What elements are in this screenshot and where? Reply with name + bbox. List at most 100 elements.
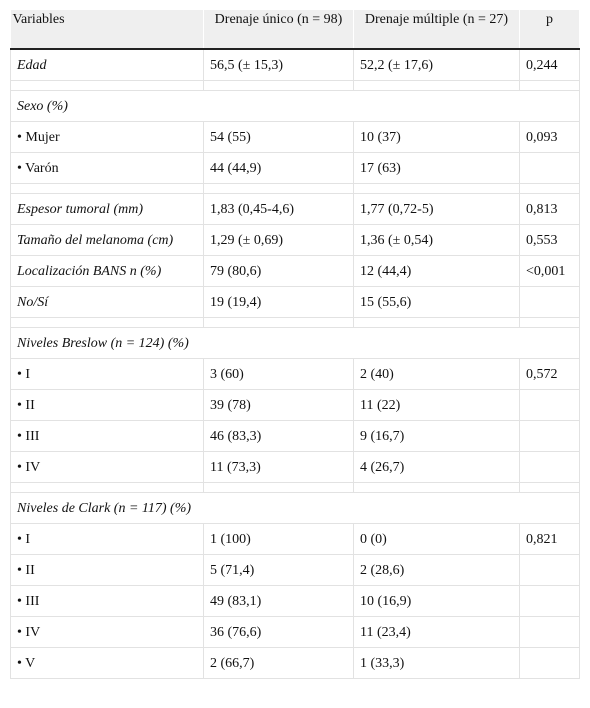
- value-cell: 0,821: [519, 523, 580, 555]
- spacer-cell: [10, 183, 204, 194]
- value-cell: 1,29 (± 0,69): [203, 224, 354, 256]
- row-label: • V: [10, 647, 204, 679]
- spacer-cell: [203, 80, 354, 91]
- table-row: • III 46 (83,3) 9 (16,7): [10, 420, 580, 452]
- empty-cell: [519, 420, 580, 452]
- empty-cell: [519, 647, 580, 679]
- value-cell: 10 (37): [353, 121, 520, 153]
- value-cell: <0,001: [519, 255, 580, 287]
- row-label: Tamaño del melanoma (cm): [10, 224, 204, 256]
- spacer-cell: [203, 482, 354, 493]
- table-row: Niveles de Clark (n = 117) (%): [10, 492, 580, 524]
- spacer-cell: [519, 317, 580, 328]
- value-cell: 2 (66,7): [203, 647, 354, 679]
- value-cell: 15 (55,6): [353, 286, 520, 318]
- value-cell: 1 (100): [203, 523, 354, 555]
- value-cell: 11 (22): [353, 389, 520, 421]
- value-cell: 0,093: [519, 121, 580, 153]
- header-cell: p: [519, 10, 580, 50]
- row-label: • IV: [10, 451, 204, 483]
- value-cell: 10 (16,9): [353, 585, 520, 617]
- spacer-cell: [203, 317, 354, 328]
- value-cell: 9 (16,7): [353, 420, 520, 452]
- row-label: • III: [10, 585, 204, 617]
- row-label: • II: [10, 389, 204, 421]
- spacer-cell: [353, 482, 520, 493]
- value-cell: 1,36 (± 0,54): [353, 224, 520, 256]
- table-row: • Varón 44 (44,9) 17 (63): [10, 152, 580, 184]
- spacer-cell: [519, 80, 580, 91]
- value-cell: 0,572: [519, 358, 580, 390]
- header-cell: Drenaje múltiple (n = 27): [353, 10, 520, 50]
- value-cell: 1 (33,3): [353, 647, 520, 679]
- table-row: • II 39 (78) 11 (22): [10, 389, 580, 421]
- section-heading: Niveles Breslow (n = 124) (%): [10, 327, 580, 359]
- value-cell: 54 (55): [203, 121, 354, 153]
- table-row: • IV 36 (76,6) 11 (23,4): [10, 616, 580, 648]
- value-cell: 5 (71,4): [203, 554, 354, 586]
- value-cell: 17 (63): [353, 152, 520, 184]
- value-cell: 79 (80,6): [203, 255, 354, 287]
- spacer-cell: [10, 482, 204, 493]
- row-label: No/Sí: [10, 286, 204, 318]
- value-cell: 4 (26,7): [353, 451, 520, 483]
- table-row: • II 5 (71,4) 2 (28,6): [10, 554, 580, 586]
- spacer-row: [10, 317, 580, 328]
- table-row: Edad 56,5 (± 15,3) 52,2 (± 17,6) 0,244: [10, 48, 580, 81]
- header-cell: Variables: [10, 10, 204, 50]
- header-row: Variables Drenaje único (n = 98) Drenaje m…: [10, 10, 580, 50]
- row-label: • Mujer: [10, 121, 204, 153]
- table-row: Espesor tumoral (mm) 1,83 (0,45-4,6) 1,77 …: [10, 193, 580, 225]
- value-cell: 52,2 (± 17,6): [353, 48, 520, 81]
- value-cell: 0,553: [519, 224, 580, 256]
- value-cell: 11 (73,3): [203, 451, 354, 483]
- empty-cell: [519, 286, 580, 318]
- table-row: Sexo (%): [10, 90, 580, 122]
- table-row: No/Sí 19 (19,4) 15 (55,6): [10, 286, 580, 318]
- row-label: • I: [10, 523, 204, 555]
- spacer-cell: [353, 183, 520, 194]
- table-row: Tamaño del melanoma (cm) 1,29 (± 0,69) 1,3…: [10, 224, 580, 256]
- spacer-cell: [203, 183, 354, 194]
- empty-cell: [519, 554, 580, 586]
- spacer-row: [10, 80, 580, 91]
- section-heading: Sexo (%): [10, 90, 580, 122]
- value-cell: 46 (83,3): [203, 420, 354, 452]
- row-label: Localización BANS n (%): [10, 255, 204, 287]
- row-label: • Varón: [10, 152, 204, 184]
- spacer-cell: [10, 317, 204, 328]
- table-row: • IV 11 (73,3) 4 (26,7): [10, 451, 580, 483]
- row-label: Edad: [10, 48, 204, 81]
- value-cell: 3 (60): [203, 358, 354, 390]
- value-cell: 12 (44,4): [353, 255, 520, 287]
- table-row: Niveles Breslow (n = 124) (%): [10, 327, 580, 359]
- empty-cell: [519, 152, 580, 184]
- row-label: • II: [10, 554, 204, 586]
- spacer-row: [10, 183, 580, 194]
- row-label: • IV: [10, 616, 204, 648]
- value-cell: 0 (0): [353, 523, 520, 555]
- empty-cell: [519, 389, 580, 421]
- value-cell: 39 (78): [203, 389, 354, 421]
- value-cell: 2 (28,6): [353, 554, 520, 586]
- value-cell: 1,83 (0,45-4,6): [203, 193, 354, 225]
- value-cell: 0,813: [519, 193, 580, 225]
- table-row: Localización BANS n (%) 79 (80,6) 12 (44,4…: [10, 255, 580, 287]
- empty-cell: [519, 585, 580, 617]
- spacer-row: [10, 482, 580, 493]
- table-body: Edad 56,5 (± 15,3) 52,2 (± 17,6) 0,244 Sexo …: [10, 48, 580, 679]
- value-cell: 56,5 (± 15,3): [203, 48, 354, 81]
- value-cell: 0,244: [519, 48, 580, 81]
- value-cell: 49 (83,1): [203, 585, 354, 617]
- value-cell: 2 (40): [353, 358, 520, 390]
- value-cell: 36 (76,6): [203, 616, 354, 648]
- spacer-cell: [10, 80, 204, 91]
- empty-cell: [519, 451, 580, 483]
- section-heading: Niveles de Clark (n = 117) (%): [10, 492, 580, 524]
- spacer-cell: [353, 317, 520, 328]
- table-row: • Mujer 54 (55) 10 (37) 0,093: [10, 121, 580, 153]
